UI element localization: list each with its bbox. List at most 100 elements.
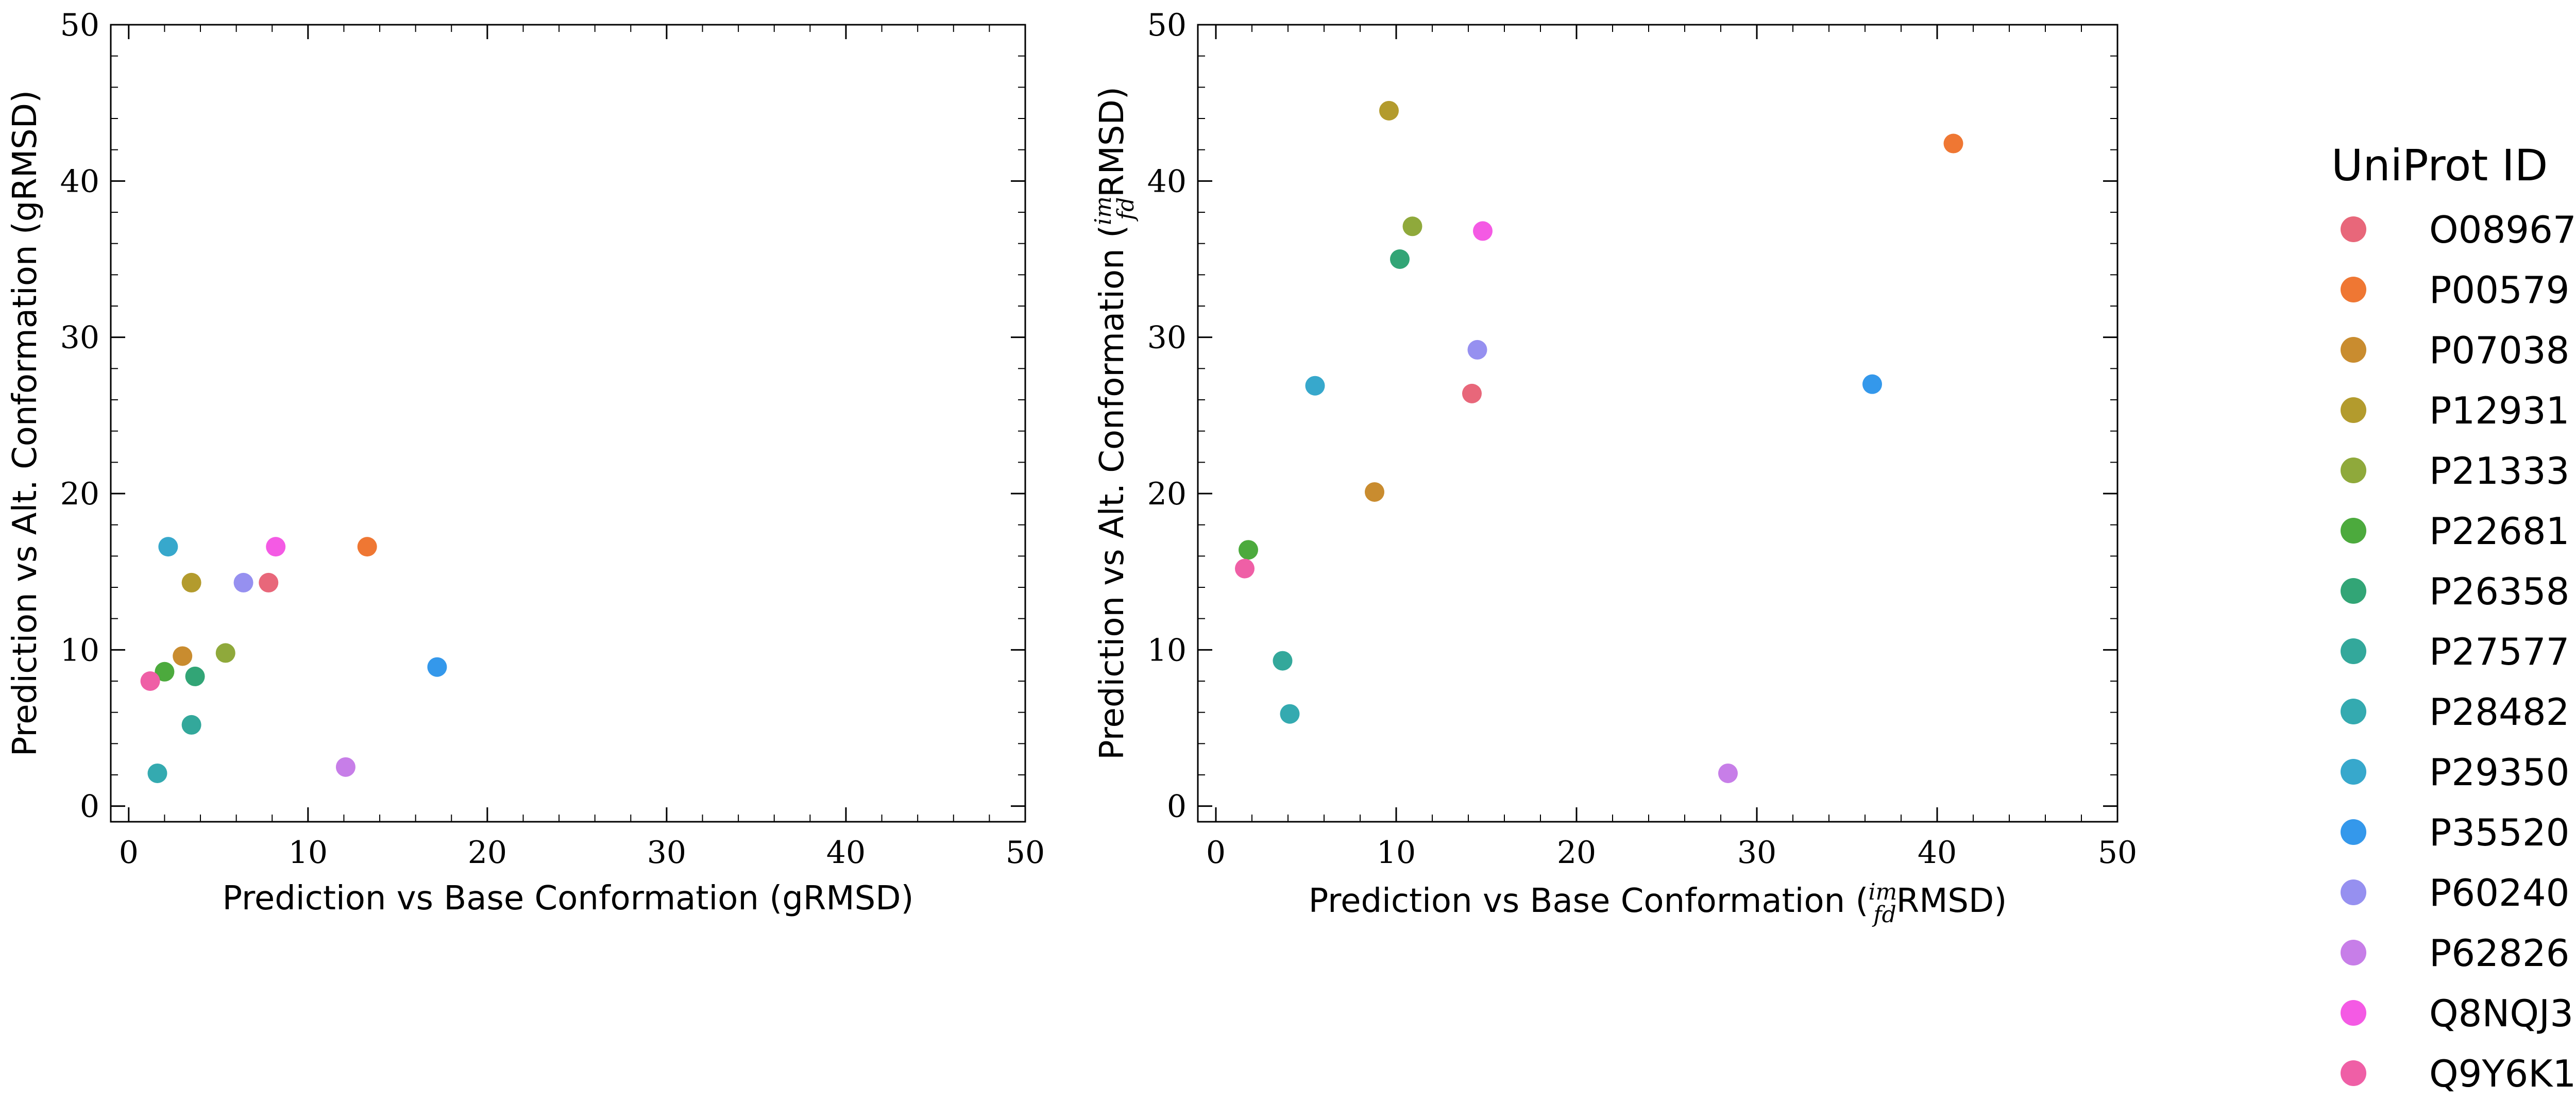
x-tick-label: 50 — [2098, 835, 2137, 871]
x-tick-label: 50 — [1006, 835, 1045, 871]
legend-label: P29350 — [2429, 751, 2569, 794]
legend-label: P12931 — [2429, 389, 2569, 432]
point-p22681 — [155, 662, 175, 682]
legend-marker — [2341, 518, 2366, 544]
legend-marker — [2341, 216, 2366, 242]
legend-marker — [2341, 578, 2366, 604]
ylabel-subscript: fd — [1113, 197, 1139, 222]
legend-label: P60240 — [2429, 871, 2569, 914]
point-q8nqj3 — [1473, 221, 1493, 241]
point-o08967 — [1462, 383, 1482, 403]
point-p62826 — [335, 757, 355, 777]
plot-frame — [1197, 24, 2119, 823]
legend-marker — [2341, 397, 2366, 423]
point-p21333 — [1402, 216, 1422, 236]
y-tick-label: 20 — [1147, 476, 1187, 512]
legend-marker — [2341, 819, 2366, 845]
legend-label: Q8NQJ3 — [2429, 992, 2573, 1035]
legend: UniProt ID O08967 P00579 P07038 P12931 P21333… — [2331, 140, 2576, 1095]
x-axis-title: Prediction vs Base Conformation (im fdRMS… — [1309, 879, 2007, 928]
x-tick-label: 10 — [289, 835, 328, 871]
y-tick-label: 10 — [1147, 632, 1187, 668]
xlabel-subscript: fd — [1872, 902, 1896, 928]
point-p29350 — [158, 537, 178, 557]
legend-label: P07038 — [2429, 329, 2569, 372]
legend-marker — [2341, 638, 2366, 664]
point-q9y6k1 — [140, 671, 160, 691]
legend-label: P26358 — [2429, 570, 2569, 613]
point-p21333 — [215, 643, 235, 663]
point-p00579 — [1943, 133, 1963, 154]
point-p12931 — [1379, 100, 1399, 121]
y-tick-label: 30 — [60, 320, 99, 356]
x-tick-label: 10 — [1377, 835, 1416, 871]
legend-label: P27577 — [2429, 630, 2569, 673]
x-tick-label: 20 — [468, 835, 507, 871]
point-p62826 — [1718, 763, 1738, 783]
y-axis-title: Prediction vs Alt. Conformation (gRMSD) — [6, 90, 44, 756]
point-p29350 — [1305, 376, 1325, 396]
right-scatter-plot: 0 10 20 30 40 50 0 10 20 30 40 50 Prediction vs Base… — [1090, 7, 2137, 928]
legend-marker — [2341, 759, 2366, 785]
point-p26358 — [185, 666, 205, 686]
x-tick-label: 30 — [647, 835, 686, 871]
legend-marker — [2341, 458, 2366, 483]
x-tick-label: 0 — [119, 835, 139, 871]
y-tick-label: 50 — [1147, 7, 1187, 43]
xlabel-text: Prediction vs Base Conformation ( — [1309, 882, 1869, 920]
point-p60240 — [1467, 340, 1487, 360]
x-tick-label: 40 — [826, 835, 866, 871]
xlabel-suffix: RMSD) — [1896, 882, 2007, 920]
legend-label: P21333 — [2429, 449, 2569, 493]
y-tick-label: 0 — [80, 789, 99, 825]
x-tick-label: 20 — [1557, 835, 1596, 871]
point-p22681 — [1239, 540, 1258, 560]
left-scatter-plot: 0 10 20 30 40 50 0 10 20 30 40 50 Prediction vs Base… — [6, 7, 1045, 918]
legend-marker — [2341, 277, 2366, 302]
ylabel-suffix: RMSD) — [1093, 87, 1131, 197]
x-axis-title: Prediction vs Base Conformation (gRMSD) — [223, 879, 914, 918]
point-p35520 — [1862, 374, 1882, 394]
y-tick-label: 30 — [1147, 320, 1187, 356]
legend-title: UniProt ID — [2331, 140, 2548, 191]
legend-label: P62826 — [2429, 931, 2569, 975]
x-tick-label: 30 — [1737, 835, 1776, 871]
legend-label: P35520 — [2429, 811, 2569, 854]
point-p00579 — [357, 537, 377, 557]
legend-marker — [2341, 879, 2366, 905]
y-tick-label: 0 — [1167, 789, 1187, 825]
point-p28482 — [147, 763, 167, 783]
legend-label: O08967 — [2429, 208, 2576, 251]
y-tick-label: 20 — [60, 476, 99, 512]
legend-label: Q9Y6K1 — [2429, 1052, 2576, 1095]
x-tick-label: 0 — [1206, 835, 1226, 871]
point-p28482 — [1280, 704, 1300, 724]
point-q9y6k1 — [1235, 558, 1255, 579]
point-p07038 — [1365, 482, 1384, 502]
point-p27577 — [181, 715, 201, 735]
x-tick-label: 40 — [1918, 835, 1957, 871]
point-p12931 — [181, 572, 201, 592]
plot-frame — [110, 24, 1026, 823]
point-p35520 — [427, 657, 447, 677]
y-axis-title: Prediction vs Alt. Conformation (imfdRMS… — [1090, 87, 1139, 760]
legend-marker — [2341, 699, 2366, 724]
y-tick-label: 10 — [60, 632, 99, 668]
y-tick-label: 40 — [60, 163, 99, 199]
point-p07038 — [173, 646, 193, 666]
legend-label: P22681 — [2429, 510, 2569, 553]
legend-label: P00579 — [2429, 268, 2569, 312]
legend-marker — [2341, 1000, 2366, 1026]
point-p27577 — [1273, 651, 1293, 671]
y-tick-label: 40 — [1147, 163, 1187, 199]
legend-marker — [2341, 337, 2366, 363]
xlabel-superscript: im — [1868, 879, 1897, 905]
point-q8nqj3 — [266, 537, 286, 557]
legend-marker — [2341, 940, 2366, 965]
y-tick-label: 50 — [60, 7, 99, 43]
point-p60240 — [233, 572, 253, 592]
ylabel-text: Prediction vs Alt. Conformation ( — [1093, 225, 1131, 760]
ylabel-superscript: im — [1090, 196, 1116, 225]
legend-label: P28482 — [2429, 690, 2569, 734]
